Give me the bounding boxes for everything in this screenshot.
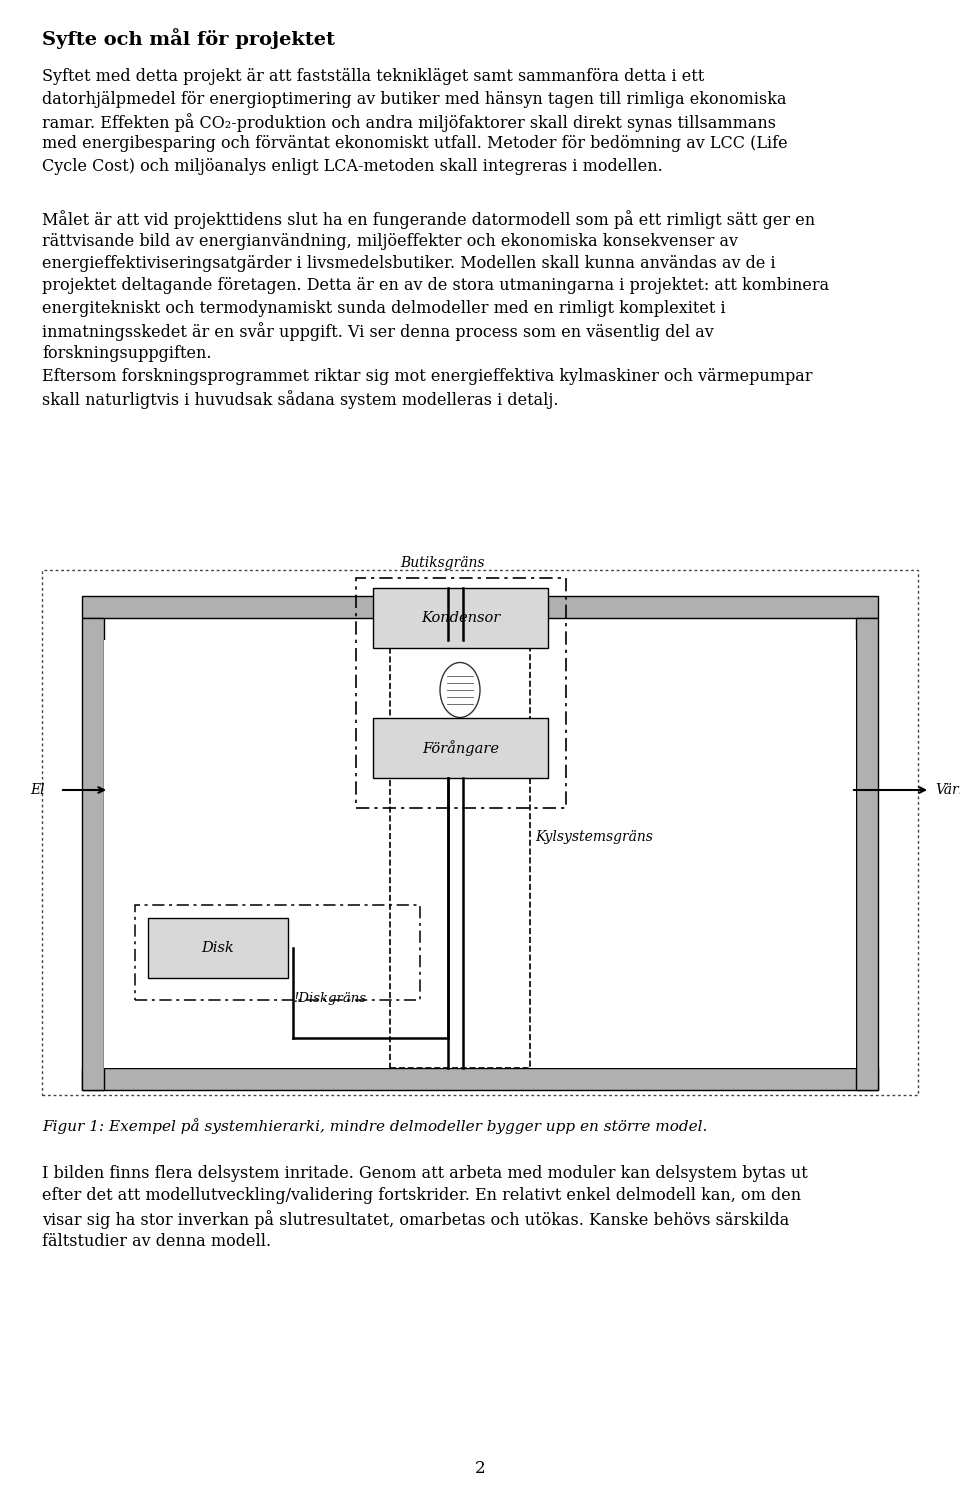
- Bar: [373, 588, 548, 648]
- Bar: [42, 570, 918, 1095]
- Text: Disk: Disk: [202, 941, 234, 955]
- Bar: [82, 618, 104, 1091]
- Text: I bilden finns flera delsystem inritade. Genom att arbeta med moduler kan delsys: I bilden finns flera delsystem inritade.…: [42, 1165, 807, 1182]
- Text: energieffektiviseringsatgärder i livsmedelsbutiker. Modellen skall kunna använda: energieffektiviseringsatgärder i livsmed…: [42, 255, 776, 272]
- Text: energitekniskt och termodynamiskt sunda delmodeller med en rimligt komplexitet i: energitekniskt och termodynamiskt sunda …: [42, 300, 726, 316]
- Bar: [390, 640, 530, 1068]
- Text: El: El: [30, 783, 44, 797]
- Bar: [82, 1068, 878, 1091]
- Text: Cycle Cost) och miljöanalys enligt LCA-metoden skall integreras i modellen.: Cycle Cost) och miljöanalys enligt LCA-m…: [42, 158, 662, 175]
- Text: Figur 1: Exempel på systemhierarki, mindre delmodeller bygger upp en större mode: Figur 1: Exempel på systemhierarki, mind…: [42, 1118, 708, 1134]
- Bar: [104, 640, 856, 1068]
- Text: rättvisande bild av energianvändning, miljöeffekter och ekonomiska konsekvenser : rättvisande bild av energianvändning, mi…: [42, 233, 738, 249]
- Text: Förångare: Förångare: [422, 740, 499, 756]
- Text: forskningsuppgiften.: forskningsuppgiften.: [42, 345, 211, 363]
- Text: fältstudier av denna modell.: fältstudier av denna modell.: [42, 1232, 271, 1249]
- Text: !Diskgräns: !Diskgräns: [293, 992, 366, 1006]
- Text: Syfte och mål för projektet: Syfte och mål för projektet: [42, 28, 335, 49]
- Text: Värme: Värme: [935, 783, 960, 797]
- Text: Syftet med detta projekt är att fastställa teknikläget samt sammanföra detta i e: Syftet med detta projekt är att faststäl…: [42, 69, 705, 85]
- Text: efter det att modellutveckling/validering fortskrider. En relativt enkel delmode: efter det att modellutveckling/validerin…: [42, 1188, 802, 1204]
- Text: projektet deltagande företagen. Detta är en av de stora utmaningarna i projektet: projektet deltagande företagen. Detta är…: [42, 278, 829, 294]
- Bar: [356, 577, 566, 809]
- Bar: [856, 618, 878, 1091]
- Text: skall naturligtvis i huvudsak sådana system modelleras i detalj.: skall naturligtvis i huvudsak sådana sys…: [42, 391, 559, 409]
- Text: Målet är att vid projekttidens slut ha en fungerande datormodell som på ett riml: Målet är att vid projekttidens slut ha e…: [42, 210, 815, 228]
- Text: Kondensor: Kondensor: [420, 612, 500, 625]
- Text: Eftersom forskningsprogrammet riktar sig mot energieffektiva kylmaskiner och vär: Eftersom forskningsprogrammet riktar sig…: [42, 369, 812, 385]
- Text: inmatningsskedet är en svår uppgift. Vi ser denna process som en väsentlig del a: inmatningsskedet är en svår uppgift. Vi …: [42, 322, 713, 342]
- Text: ramar. Effekten på CO₂-produktion och andra miljöfaktorer skall direkt synas til: ramar. Effekten på CO₂-produktion och an…: [42, 113, 776, 131]
- Bar: [82, 595, 878, 618]
- Text: med energibesparing och förväntat ekonomiskt utfall. Metoder för bedömning av LC: med energibesparing och förväntat ekonom…: [42, 136, 787, 152]
- Bar: [148, 918, 288, 977]
- Text: Butiksgräns: Butiksgräns: [400, 557, 485, 570]
- Text: Kylsystemsgräns: Kylsystemsgräns: [535, 830, 653, 844]
- Text: 2: 2: [474, 1461, 486, 1477]
- Bar: [135, 906, 420, 1000]
- Ellipse shape: [440, 662, 480, 718]
- Text: visar sig ha stor inverkan på slutresultatet, omarbetas och utökas. Kanske behöv: visar sig ha stor inverkan på slutresult…: [42, 1210, 789, 1229]
- Text: datorhjälpmedel för energioptimering av butiker med hänsyn tagen till rimliga ek: datorhjälpmedel för energioptimering av …: [42, 91, 786, 107]
- Bar: [373, 718, 548, 777]
